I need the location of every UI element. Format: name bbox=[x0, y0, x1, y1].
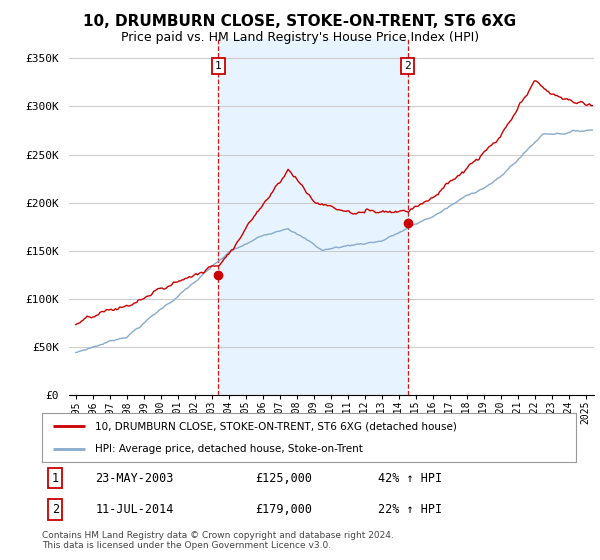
Text: 1: 1 bbox=[52, 472, 59, 484]
Text: 1: 1 bbox=[215, 61, 221, 71]
Text: HPI: Average price, detached house, Stoke-on-Trent: HPI: Average price, detached house, Stok… bbox=[95, 444, 363, 454]
Text: 42% ↑ HPI: 42% ↑ HPI bbox=[379, 472, 443, 484]
Text: 23-MAY-2003: 23-MAY-2003 bbox=[95, 472, 174, 484]
Bar bbox=[218, 39, 407, 395]
Text: 22% ↑ HPI: 22% ↑ HPI bbox=[379, 503, 443, 516]
Text: 10, DRUMBURN CLOSE, STOKE-ON-TRENT, ST6 6XG: 10, DRUMBURN CLOSE, STOKE-ON-TRENT, ST6 … bbox=[83, 14, 517, 29]
Text: Price paid vs. HM Land Registry's House Price Index (HPI): Price paid vs. HM Land Registry's House … bbox=[121, 31, 479, 44]
Text: 11-JUL-2014: 11-JUL-2014 bbox=[95, 503, 174, 516]
Text: 10, DRUMBURN CLOSE, STOKE-ON-TRENT, ST6 6XG (detached house): 10, DRUMBURN CLOSE, STOKE-ON-TRENT, ST6 … bbox=[95, 421, 457, 431]
Text: 2: 2 bbox=[404, 61, 411, 71]
Text: 2: 2 bbox=[52, 503, 59, 516]
Text: £179,000: £179,000 bbox=[256, 503, 313, 516]
Text: Contains HM Land Registry data © Crown copyright and database right 2024.
This d: Contains HM Land Registry data © Crown c… bbox=[42, 531, 394, 550]
Text: £125,000: £125,000 bbox=[256, 472, 313, 484]
